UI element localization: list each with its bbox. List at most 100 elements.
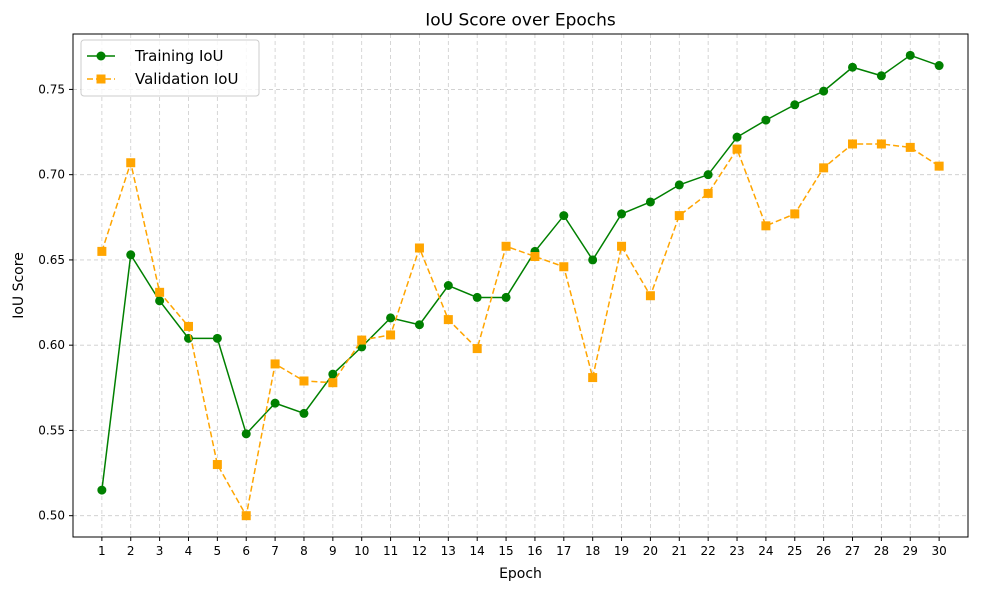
x-tick-label: 21 <box>672 544 687 558</box>
x-tick-label: 19 <box>614 544 629 558</box>
data-point-validation-iou <box>905 142 915 152</box>
data-point-validation-iou <box>183 321 193 331</box>
data-point-training-iou <box>155 296 165 306</box>
x-tick-label: 24 <box>758 544 773 558</box>
legend-training-label: Training IoU <box>134 47 224 65</box>
data-point-training-iou <box>790 100 800 110</box>
data-point-validation-iou <box>443 315 453 325</box>
data-point-training-iou <box>876 71 886 81</box>
legend: Training IoU Validation IoU <box>80 39 260 97</box>
axis-ticks: 1 2 3 4 5 6 7 8 9 10 11 12 13 14 15 16 17 18 19 20 21 22 23 24 2… <box>38 82 946 558</box>
x-tick-label: 12 <box>412 544 427 558</box>
legend-validation-label: Validation IoU <box>135 70 238 88</box>
data-point-validation-iou <box>299 376 309 386</box>
data-point-validation-iou <box>357 335 367 345</box>
data-point-training-iou <box>212 333 222 343</box>
data-point-training-iou <box>934 61 944 71</box>
data-point-validation-iou <box>761 221 771 231</box>
data-point-training-iou <box>819 86 829 96</box>
data-point-validation-iou <box>732 144 742 154</box>
data-point-training-iou <box>703 170 713 180</box>
data-point-validation-iou <box>530 252 540 262</box>
y-axis-title: IoU Score <box>11 252 27 319</box>
data-point-training-iou <box>732 132 742 142</box>
data-point-validation-iou <box>155 287 165 297</box>
y-tick-label: 0.55 <box>38 423 65 437</box>
x-axis-title: Epoch <box>499 566 542 582</box>
data-point-training-iou <box>443 281 453 290</box>
x-tick-label: 23 <box>729 544 744 558</box>
x-tick-label: 30 <box>931 544 946 558</box>
x-tick-label: 15 <box>498 544 513 558</box>
legend-entry-training: Training IoU <box>87 47 224 65</box>
legend-validation-marker <box>96 74 106 84</box>
series-line-validation-iou <box>101 143 940 518</box>
x-tick-label: 16 <box>527 544 542 558</box>
data-point-training-iou <box>414 320 424 330</box>
data-point-training-iou <box>328 369 338 379</box>
x-tick-label: 27 <box>845 544 860 558</box>
data-point-training-iou <box>299 408 309 418</box>
y-tick-label: 0.75 <box>38 82 65 96</box>
x-tick-label: 6 <box>242 544 250 558</box>
data-point-training-iou <box>645 197 655 207</box>
y-tick-label: 0.70 <box>38 168 65 182</box>
data-point-training-iou <box>559 211 569 221</box>
x-tick-label: 29 <box>903 544 918 558</box>
x-tick-label: 9 <box>329 544 337 558</box>
data-point-training-iou <box>97 485 107 495</box>
x-tick-label: 17 <box>556 544 571 558</box>
data-point-training-iou <box>386 313 396 323</box>
data-point-validation-iou <box>414 243 424 253</box>
x-tick-label: 3 <box>156 544 164 558</box>
data-point-validation-iou <box>645 291 655 301</box>
data-point-training-iou <box>674 180 684 190</box>
data-point-validation-iou <box>472 344 482 354</box>
data-point-training-iou <box>588 255 598 265</box>
data-point-validation-iou <box>848 139 858 149</box>
data-point-validation-iou <box>212 460 222 470</box>
data-point-validation-iou <box>934 161 944 171</box>
data-point-training-iou <box>126 250 136 260</box>
data-point-training-iou <box>617 209 627 219</box>
data-point-validation-iou <box>790 209 800 219</box>
x-tick-label: 18 <box>585 544 600 558</box>
series-layer <box>97 50 944 521</box>
x-tick-label: 10 <box>354 544 369 558</box>
x-tick-label: 11 <box>383 544 398 558</box>
x-tick-label: 20 <box>643 544 658 558</box>
data-point-validation-iou <box>559 262 569 272</box>
data-point-training-iou <box>472 292 482 302</box>
data-point-training-iou <box>761 115 771 125</box>
x-tick-label: 2 <box>127 544 135 558</box>
y-tick-label: 0.65 <box>38 253 65 267</box>
data-point-validation-iou <box>617 241 627 251</box>
x-tick-label: 7 <box>271 544 279 558</box>
data-point-validation-iou <box>386 330 396 340</box>
x-tick-label: 14 <box>470 544 485 558</box>
data-point-validation-iou <box>97 246 107 256</box>
x-tick-label: 28 <box>874 544 889 558</box>
data-point-training-iou <box>905 50 915 60</box>
x-tick-label: 25 <box>787 544 802 558</box>
chart-title: IoU Score over Epochs <box>425 11 616 31</box>
x-tick-label: 26 <box>816 544 831 558</box>
data-point-validation-iou <box>703 188 713 198</box>
series-validation-iou <box>97 139 944 521</box>
data-point-validation-iou <box>328 378 338 388</box>
data-point-validation-iou <box>126 158 136 168</box>
legend-box <box>80 39 260 97</box>
plot-area-frame <box>72 33 969 538</box>
data-point-training-iou <box>270 398 280 408</box>
y-tick-label: 0.60 <box>38 338 65 352</box>
series-line-training-iou <box>101 54 940 491</box>
data-point-validation-iou <box>819 163 829 173</box>
x-tick-label: 22 <box>701 544 716 558</box>
x-tick-label: 13 <box>441 544 456 558</box>
data-point-training-iou <box>241 429 251 439</box>
data-point-validation-iou <box>270 359 280 369</box>
data-point-validation-iou <box>241 511 251 521</box>
data-point-training-iou <box>501 292 511 302</box>
x-tick-label: 8 <box>300 544 308 558</box>
